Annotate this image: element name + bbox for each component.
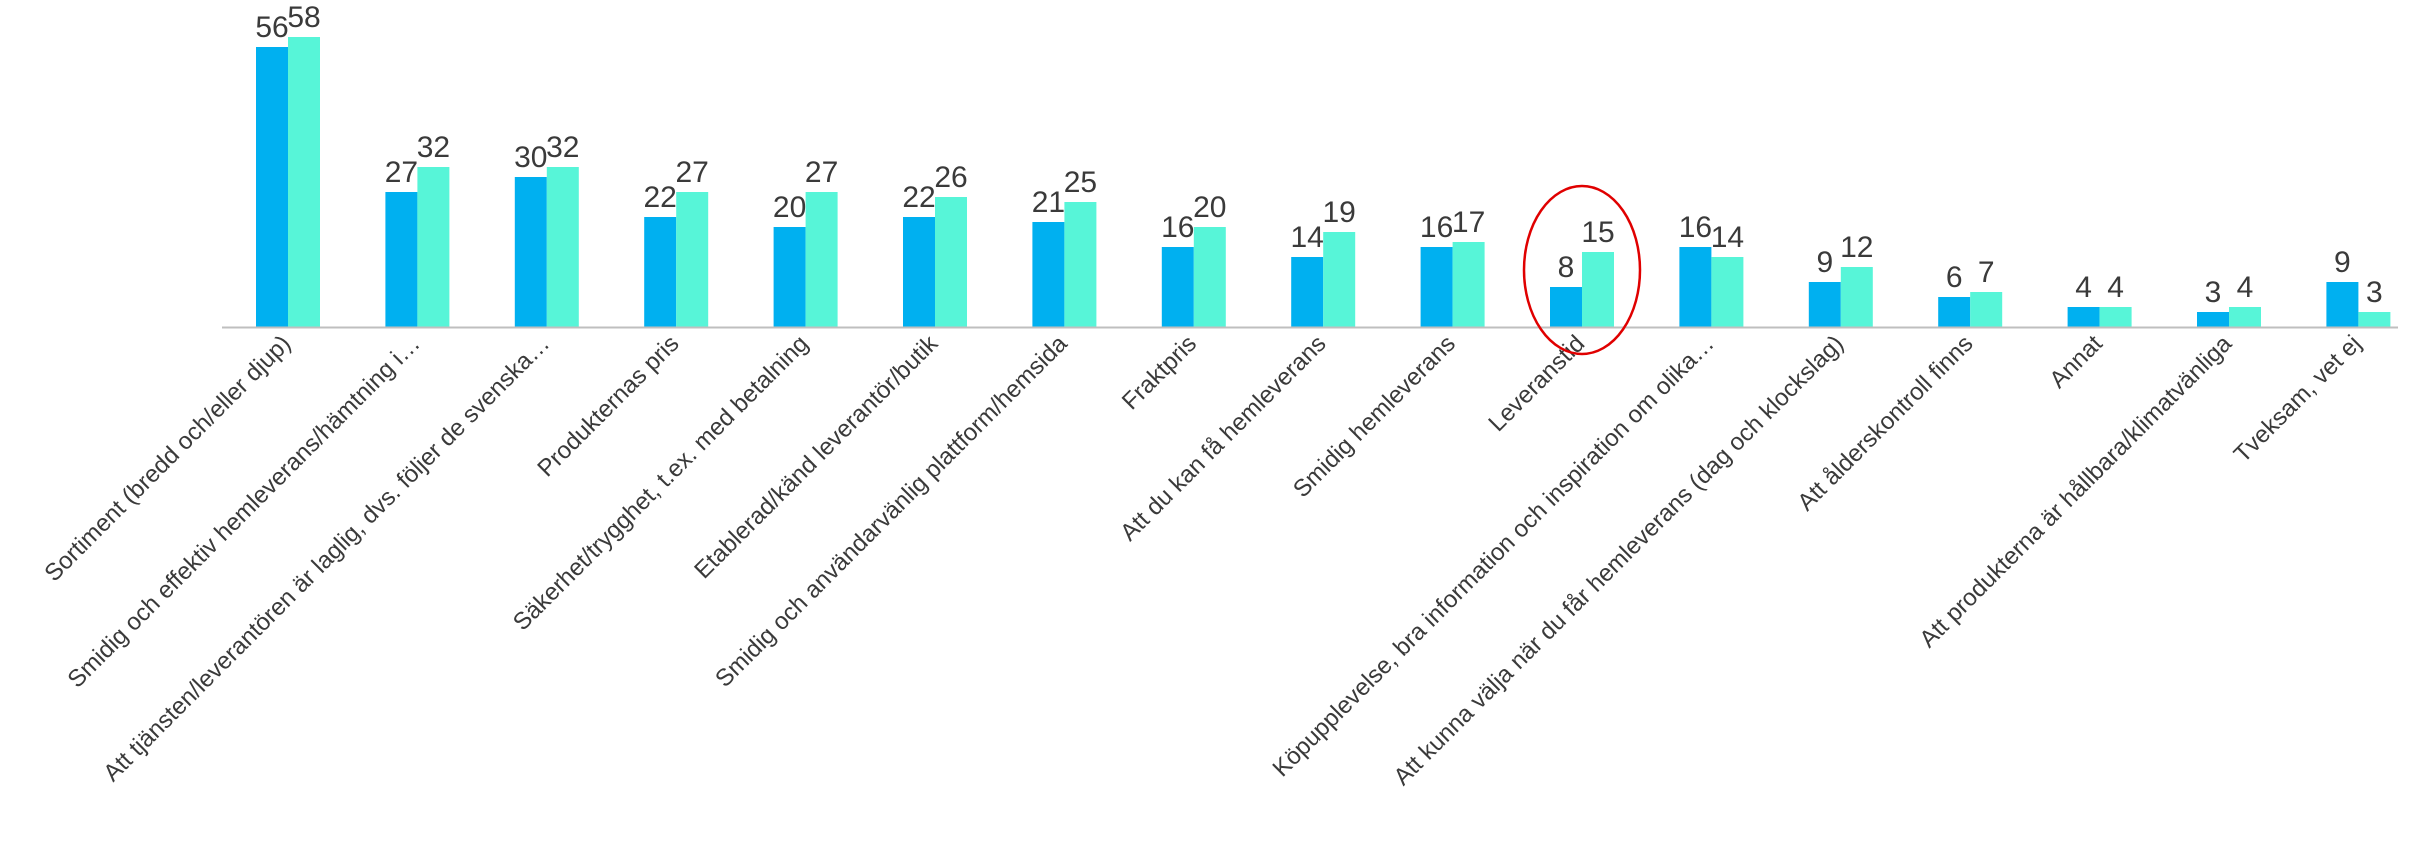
bar-s2-9 — [1452, 242, 1485, 327]
bars-layer — [256, 37, 2391, 327]
bar-s2-12 — [1840, 267, 1873, 327]
data-label-s2-8: 19 — [1323, 196, 1356, 229]
data-label-s2-2: 32 — [546, 131, 579, 164]
bar-s2-13 — [1970, 292, 2003, 327]
bar-s1-1 — [385, 192, 418, 327]
category-label-5: Etablerad/känd leverantör/butik — [689, 329, 944, 584]
data-label-s1-4: 20 — [773, 191, 806, 224]
data-label-s2-9: 17 — [1452, 206, 1485, 239]
data-label-s2-15: 4 — [2237, 271, 2254, 304]
bar-s1-12 — [1808, 282, 1841, 327]
data-label-s1-8: 14 — [1291, 221, 1324, 254]
data-label-s2-4: 27 — [805, 156, 838, 189]
bar-s1-10 — [1550, 287, 1582, 327]
bar-s2-0 — [288, 37, 320, 327]
bar-s2-3 — [676, 192, 709, 327]
category-label-14: Annat — [2044, 330, 2108, 394]
data-label-s2-7: 20 — [1193, 191, 1226, 224]
category-label-7: Fraktpris — [1117, 330, 1202, 415]
bar-s2-7 — [1193, 227, 1226, 327]
data-label-s2-14: 4 — [2107, 271, 2124, 304]
data-label-s2-1: 32 — [417, 131, 450, 164]
data-label-s2-0: 58 — [287, 1, 320, 34]
data-label-s1-14: 4 — [2075, 271, 2092, 304]
category-label-3: Produkternas pris — [532, 330, 684, 482]
data-label-s2-16: 3 — [2366, 276, 2383, 309]
bar-s2-11 — [1711, 257, 1744, 327]
data-label-s1-13: 6 — [1946, 261, 1963, 294]
category-labels-layer: Sortiment (bredd och/eller djup)Smidig o… — [39, 329, 2366, 790]
bar-s1-8 — [1291, 257, 1324, 327]
bar-s2-5 — [935, 197, 967, 327]
data-label-s2-6: 25 — [1064, 166, 1097, 199]
data-label-s2-5: 26 — [934, 161, 967, 194]
bar-s1-7 — [1161, 247, 1194, 327]
bar-s1-13 — [1938, 297, 1971, 327]
bar-s1-16 — [2326, 282, 2359, 327]
data-label-s1-7: 16 — [1161, 211, 1194, 244]
bar-s1-11 — [1679, 247, 1712, 327]
data-label-s2-11: 14 — [1711, 221, 1744, 254]
data-label-s1-5: 22 — [902, 181, 935, 214]
category-label-8: Att du kan få hemleverans — [1115, 330, 1331, 546]
bar-s1-4 — [773, 227, 806, 327]
data-label-s1-12: 9 — [1816, 246, 1833, 279]
bar-s2-2 — [546, 167, 579, 327]
data-label-s2-3: 27 — [676, 156, 709, 189]
category-label-10: Leveranstid — [1483, 330, 1590, 437]
data-label-s1-3: 22 — [644, 181, 677, 214]
data-label-s1-1: 27 — [385, 156, 418, 189]
category-label-4: Säkerhet/trygghet, t.ex. med betalning — [508, 330, 814, 636]
data-label-s1-16: 9 — [2334, 246, 2351, 279]
category-label-11: Köpupplevelse, bra information och inspi… — [1268, 330, 1720, 782]
bar-s1-0 — [256, 47, 288, 327]
data-label-s1-9: 16 — [1420, 211, 1453, 244]
bar-s1-2 — [514, 177, 547, 327]
bar-s1-5 — [903, 217, 935, 327]
data-label-s2-13: 7 — [1978, 256, 1995, 289]
bar-s2-8 — [1323, 232, 1356, 327]
data-label-s2-10: 15 — [1581, 216, 1614, 249]
bar-s1-14 — [2067, 307, 2100, 327]
category-label-12: Att kunna välja när du får hemleverans (… — [1388, 330, 1849, 791]
bar-s2-6 — [1064, 202, 1097, 327]
data-label-s1-0: 56 — [255, 11, 288, 44]
category-label-2: Att tjänsten/leverantören är laglig, dvs… — [98, 330, 555, 787]
bar-s1-3 — [644, 217, 677, 327]
bar-s1-15 — [2197, 312, 2229, 327]
category-label-0: Sortiment (bredd och/eller djup) — [39, 330, 296, 587]
data-label-s1-2: 30 — [514, 141, 547, 174]
bar-s1-6 — [1032, 222, 1065, 327]
highlight-layer — [1522, 184, 1642, 356]
highlight-ellipse — [1522, 184, 1642, 356]
data-label-s1-15: 3 — [2205, 276, 2222, 309]
data-label-s1-10: 8 — [1558, 251, 1575, 284]
category-label-16: Tveksam, vet ej — [2229, 330, 2367, 468]
data-label-s1-11: 16 — [1679, 211, 1712, 244]
bar-s1-9 — [1420, 247, 1453, 327]
bar-s2-1 — [417, 167, 450, 327]
bar-s2-14 — [2099, 307, 2132, 327]
data-label-s2-12: 12 — [1840, 231, 1873, 264]
data-label-s1-6: 21 — [1032, 186, 1065, 219]
bar-s2-16 — [2358, 312, 2391, 327]
bar-s2-10 — [1582, 252, 1614, 327]
bar-s2-15 — [2229, 307, 2261, 327]
bar-s2-4 — [805, 192, 838, 327]
